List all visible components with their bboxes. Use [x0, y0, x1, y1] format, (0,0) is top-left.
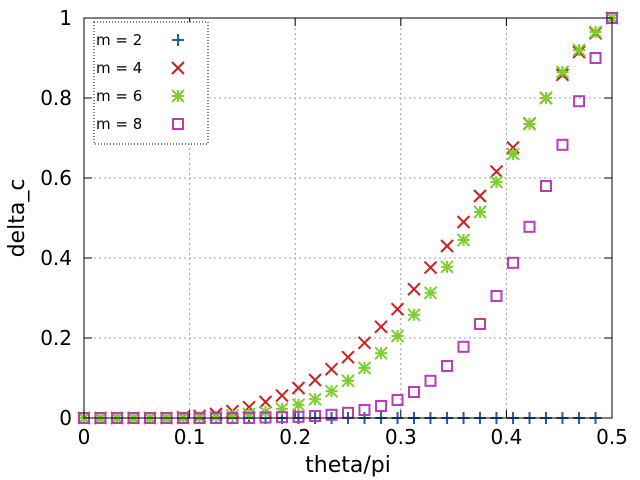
data-point — [324, 362, 339, 376]
legend-marker — [171, 89, 185, 103]
x-axis-label: theta/pi — [305, 453, 391, 478]
data-point — [456, 215, 471, 229]
y-tick-label: 1 — [59, 6, 72, 30]
legend-label: m = 4 — [96, 59, 142, 77]
plot-frame — [83, 17, 613, 419]
data-point — [341, 350, 355, 364]
data-point — [473, 205, 487, 219]
data-point — [556, 138, 569, 151]
data-point — [309, 410, 322, 422]
data-point — [358, 404, 371, 416]
data-point — [489, 164, 504, 179]
y-tick-label: 0 — [59, 406, 72, 430]
data-point — [523, 220, 536, 233]
data-point — [374, 320, 388, 334]
legend-label: m = 8 — [96, 115, 142, 133]
data-point — [275, 388, 289, 403]
x-tick-label: 0.5 — [596, 425, 628, 449]
data-point — [324, 384, 339, 398]
data-point — [489, 175, 504, 189]
data-point — [573, 95, 586, 108]
data-point — [375, 400, 388, 412]
data-point — [522, 117, 537, 131]
data-point — [258, 395, 273, 409]
data-point — [539, 91, 553, 105]
data-point — [390, 329, 405, 343]
data-point — [474, 318, 486, 330]
legend: m = 2 m = 4 m = 6 m = 8 — [93, 21, 209, 145]
x-tick-label: 0.1 — [174, 425, 206, 449]
grid — [84, 18, 612, 418]
tick-labels: 0 0.1 0.2 0.3 0.4 0.5 0 0.2 0.4 0.6 0.8 1 — [40, 6, 628, 449]
data-point — [308, 373, 322, 387]
legend-label: m = 6 — [96, 87, 142, 105]
data-point — [588, 25, 603, 39]
data-point — [407, 308, 421, 322]
data-point — [456, 233, 471, 247]
data-point — [506, 140, 520, 155]
legend-marker — [172, 34, 184, 46]
data-point — [357, 336, 372, 350]
data-point — [390, 302, 405, 316]
data-point — [506, 147, 520, 161]
data-point — [441, 360, 454, 372]
data-point — [572, 43, 586, 57]
data-point — [589, 52, 602, 64]
data-point — [540, 180, 552, 192]
x-tick-label: 0.4 — [490, 425, 522, 449]
x-tick-label: 0.3 — [385, 425, 417, 449]
data-point — [423, 260, 438, 275]
data-point — [391, 394, 404, 406]
data-point — [407, 282, 421, 296]
legend-marker — [171, 61, 185, 75]
x-tick-label: 0 — [78, 425, 91, 449]
data-point — [555, 65, 570, 79]
data-point — [408, 386, 420, 398]
data-point — [276, 411, 288, 424]
data-point — [341, 374, 355, 388]
y-tick-label: 0.2 — [40, 326, 72, 350]
data-point — [440, 239, 454, 253]
data-point — [423, 286, 438, 300]
y-tick-label: 0.8 — [40, 86, 72, 110]
data-point — [291, 381, 306, 395]
data-point — [440, 260, 454, 274]
data-point — [507, 256, 520, 269]
data-point — [291, 398, 306, 412]
data-point — [424, 374, 437, 387]
data-points — [77, 11, 619, 425]
y-tick-label: 0.6 — [40, 166, 72, 190]
legend-box — [93, 21, 209, 145]
data-point — [457, 340, 470, 353]
data-point — [325, 408, 338, 421]
y-axis-label: delta_c — [5, 179, 30, 258]
legend-label: m = 2 — [96, 31, 142, 49]
data-point — [292, 410, 305, 423]
data-point — [308, 392, 322, 406]
y-tick-label: 0.4 — [40, 246, 72, 270]
data-point — [357, 361, 372, 375]
data-point — [490, 290, 503, 302]
data-point — [473, 189, 487, 203]
legend-marker — [172, 118, 184, 130]
data-point — [374, 346, 388, 360]
x-tick-label: 0.2 — [279, 425, 311, 449]
